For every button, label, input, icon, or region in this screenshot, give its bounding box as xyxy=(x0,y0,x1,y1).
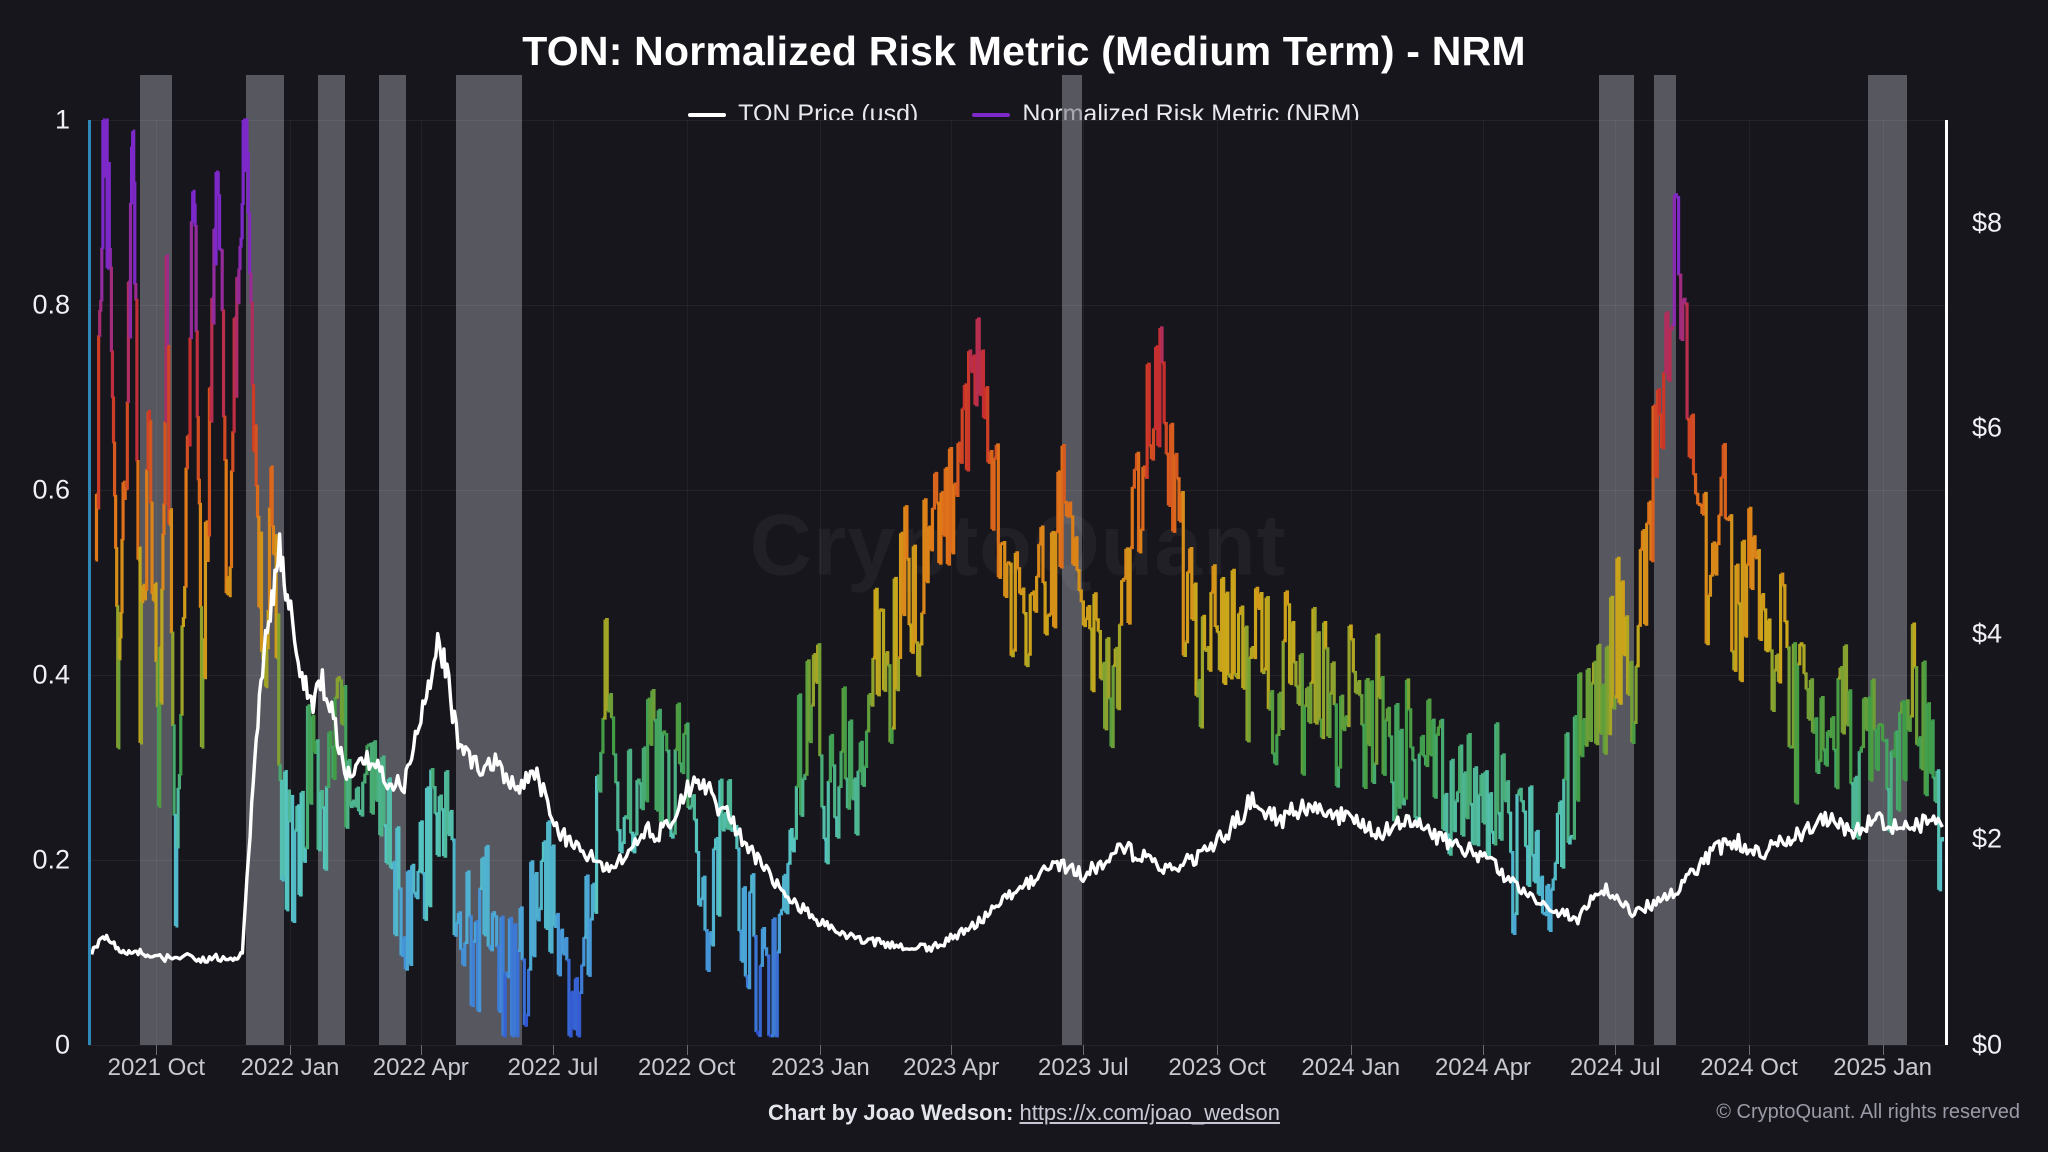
left-axis-tick-label: 0 xyxy=(54,1029,70,1060)
left-axis-tick-label: 0.2 xyxy=(32,844,70,875)
right-axis-labels: $8 $6 $4 $2 $0 xyxy=(1960,0,2048,1152)
attribution-link[interactable]: https://x.com/joao_wedson xyxy=(1019,1100,1280,1125)
gridline-vertical xyxy=(951,120,953,1045)
x-axis-tick-label: 2022 Oct xyxy=(637,1054,736,1081)
line-swatch-icon xyxy=(688,112,727,117)
x-axis-tick-label: 2021 Oct xyxy=(107,1054,205,1081)
gridline-horizontal xyxy=(88,120,1948,121)
shaded-band xyxy=(1868,75,1908,1045)
left-axis-labels: 1 0.8 0.6 0.4 0.2 0 xyxy=(0,0,88,1152)
x-axis-tick-label: 2023 Apr xyxy=(903,1054,1000,1081)
price-line xyxy=(90,532,1944,964)
gridline-vertical xyxy=(553,120,554,1045)
x-axis-tick-label: 2022 Jul xyxy=(507,1054,599,1081)
gridline-vertical xyxy=(289,120,291,1045)
x-axis-tick-label: 2024 Apr xyxy=(1434,1054,1532,1081)
x-axis-tick-label: 2025 Jan xyxy=(1833,1054,1932,1081)
gridline-vertical xyxy=(1483,120,1484,1045)
left-axis-spine xyxy=(88,120,91,1045)
gridline-horizontal xyxy=(88,860,1948,861)
plot-area[interactable]: CryptoQuant xyxy=(88,75,1948,1046)
gridline-vertical xyxy=(1083,120,1085,1045)
x-axis-tick-label: 2024 Oct xyxy=(1700,1054,1798,1081)
gridline-vertical xyxy=(820,120,822,1045)
shaded-band xyxy=(1654,75,1677,1045)
x-axis-tick-mark xyxy=(1350,1045,1352,1055)
gridline-vertical xyxy=(420,120,422,1045)
shaded-band xyxy=(378,75,407,1045)
gridline-horizontal xyxy=(88,305,1948,306)
watermark: CryptoQuant xyxy=(750,496,1287,595)
right-axis-tick-label: $2 xyxy=(1972,823,2003,854)
left-axis-tick-label: 1 xyxy=(54,104,70,135)
left-axis-tick-label: 0.6 xyxy=(32,474,70,505)
gridline-vertical xyxy=(1350,120,1352,1045)
x-axis-tick-mark xyxy=(1217,1045,1219,1055)
x-axis-tick-mark xyxy=(820,1045,822,1055)
x-axis-tick-label: 2022 Apr xyxy=(372,1054,469,1081)
x-axis-tick-mark xyxy=(686,1045,688,1055)
attribution-byline: Chart by Joao Wedson: xyxy=(768,1100,1014,1125)
x-axis-tick-label: 2024 Jan xyxy=(1301,1054,1401,1081)
gridline-vertical xyxy=(1882,120,1884,1045)
x-axis-tick-mark xyxy=(951,1045,953,1055)
attribution-footer: Chart by Joao Wedson: https://x.com/joao… xyxy=(0,1100,2048,1126)
x-axis-tick-mark xyxy=(553,1045,554,1055)
gridline-horizontal xyxy=(88,1045,1948,1046)
x-axis-tick-mark xyxy=(1483,1045,1484,1055)
page-title: TON: Normalized Risk Metric (Medium Term… xyxy=(522,28,1526,74)
x-axis-tick-label: 2024 Jul xyxy=(1569,1054,1661,1081)
gridline-horizontal xyxy=(88,675,1948,676)
x-axis-tick-label: 2023 Jan xyxy=(770,1054,870,1081)
nrm-line xyxy=(94,118,1945,1038)
right-axis-spine xyxy=(1945,120,1948,1045)
line-swatch-icon xyxy=(972,112,1011,117)
right-axis-tick-label: $0 xyxy=(1972,1029,2003,1060)
x-axis-tick-mark xyxy=(1615,1045,1617,1055)
x-axis-tick-mark xyxy=(289,1045,291,1055)
x-axis-tick-mark xyxy=(156,1045,158,1055)
left-axis-tick-label: 0.4 xyxy=(32,659,70,690)
bottom-axis-labels: 2021 Oct 2022 Jan 2022 Apr 2022 Jul 2022 Oct… xyxy=(0,1054,2048,1094)
gridline-vertical xyxy=(1217,120,1219,1045)
x-axis-tick-label: 2023 Jul xyxy=(1038,1054,1129,1081)
series-layer xyxy=(90,118,1945,1038)
gridline-horizontal xyxy=(88,490,1948,491)
x-axis-tick-mark xyxy=(1748,1045,1750,1055)
right-axis-tick-label: $4 xyxy=(1972,618,2003,649)
x-axis-tick-label: 2022 Jan xyxy=(240,1054,340,1081)
x-axis-tick-mark xyxy=(1882,1045,1884,1055)
right-axis-tick-label: $8 xyxy=(1972,207,2003,238)
x-axis-tick-mark xyxy=(420,1045,422,1055)
x-axis-tick-mark xyxy=(1083,1045,1085,1055)
left-axis-tick-label: 0.8 xyxy=(32,289,70,320)
shaded-band xyxy=(317,75,346,1045)
gridline-vertical xyxy=(686,120,688,1045)
right-axis-tick-label: $6 xyxy=(1972,412,2003,443)
x-axis-tick-label: 2023 Oct xyxy=(1168,1054,1266,1081)
copyright-notice: © CryptoQuant. All rights reserved xyxy=(1716,1101,2020,1123)
